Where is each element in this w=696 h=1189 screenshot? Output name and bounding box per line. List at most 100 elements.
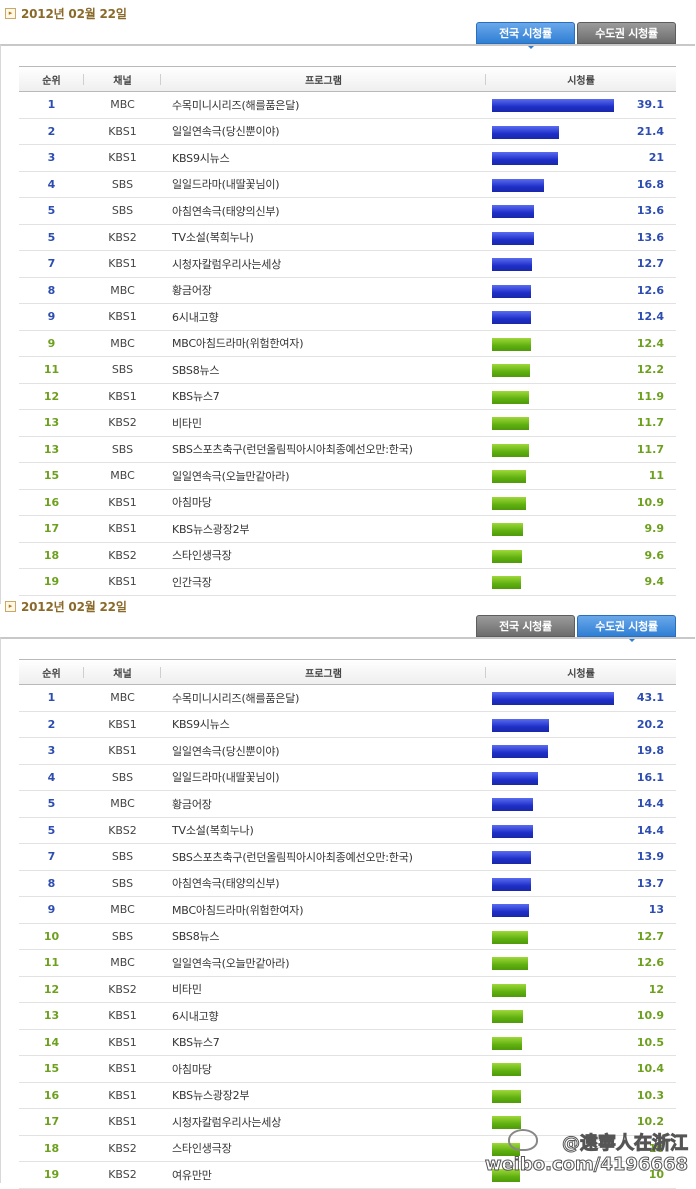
table-row[interactable]: 5 KBS2 TV소설(복희누나) 13.6 [19,224,676,251]
table-row[interactable]: 2 KBS1 일일연속극(당신뿐이야) 21.4 [19,118,676,145]
program-cell[interactable]: 6시내고향 [161,303,486,331]
program-cell[interactable]: 비타민 [161,976,486,1003]
table-row[interactable]: 1 MBC 수목미니시리즈(해를품은달) 43.1 [19,684,676,712]
program-cell[interactable]: MBC아침드라마(위험한여자) [161,896,486,924]
table-row[interactable]: 13 KBS2 비타민 11.7 [19,409,676,437]
program-cell[interactable]: 일일드라마(내딸꽃님이) [161,764,486,791]
program-cell[interactable]: 일일연속극(오늘만같아라) [161,462,486,490]
table-row[interactable]: 5 KBS2 TV소설(복희누나) 14.4 [19,817,676,844]
table-row[interactable]: 10 SBS SBS8뉴스 12.7 [19,923,676,950]
program-cell[interactable]: TV소설(복희누나) [161,817,486,844]
table-row[interactable]: 12 KBS2 비타민 12 [19,976,676,1003]
tab-national-ratings[interactable]: 전국 시청률 [476,615,575,637]
table-row[interactable]: 17 KBS1 KBS뉴스광장2부 9.9 [19,515,676,543]
table-row[interactable]: 1 MBC 수목미니시리즈(해를품은달) 39.1 [19,91,676,119]
table-row[interactable]: 14 KBS1 KBS뉴스7 10.5 [19,1029,676,1056]
rating-cell: 21 [486,144,676,172]
tab-capital-ratings[interactable]: 수도권 시청률 [577,615,676,637]
rating-cell: 12.2 [486,356,676,384]
table-row[interactable]: 8 MBC 황금어장 12.6 [19,277,676,304]
program-cell[interactable]: 인간극장 [161,568,486,596]
tab-capital-ratings[interactable]: 수도권 시청률 [577,22,676,44]
program-cell[interactable]: 시청자칼럼우리사는세상 [161,1108,486,1136]
rank-cell: 4 [19,764,84,791]
table-row[interactable]: 18 KBS2 스타인생극장 9.6 [19,542,676,569]
program-cell[interactable]: SBS스포츠축구(런던올림픽아시아최종예선오만:한국) [161,843,486,871]
program-cell[interactable]: 일일연속극(당신뿐이야) [161,118,486,145]
program-cell[interactable]: 여유만만 [161,1161,486,1189]
program-cell[interactable]: 아침연속극(태양의신부) [161,197,486,225]
program-cell[interactable]: 황금어장 [161,277,486,304]
program-cell[interactable]: 비타민 [161,409,486,437]
channel-cell: MBC [84,896,161,924]
program-cell[interactable]: KBS뉴스7 [161,1029,486,1056]
table-row[interactable]: 3 KBS1 KBS9시뉴스 21 [19,144,676,172]
program-cell[interactable]: 6시내고향 [161,1002,486,1030]
program-cell[interactable]: SBS8뉴스 [161,356,486,384]
table-row[interactable]: 15 MBC 일일연속극(오늘만같아라) 11 [19,462,676,490]
program-cell[interactable]: 황금어장 [161,790,486,818]
table-row[interactable]: 2 KBS1 KBS9시뉴스 20.2 [19,711,676,738]
table-row[interactable]: 7 SBS SBS스포츠축구(런던올림픽아시아최종예선오만:한국) 13.9 [19,843,676,871]
rating-value: 13 [648,903,664,916]
table-row[interactable]: 11 SBS SBS8뉴스 12.2 [19,356,676,384]
program-cell[interactable]: KBS9시뉴스 [161,711,486,738]
program-cell[interactable]: 스타인생극장 [161,542,486,569]
program-cell[interactable]: SBS스포츠축구(런던올림픽아시아최종예선오만:한국) [161,436,486,463]
program-cell[interactable]: KBS9시뉴스 [161,144,486,172]
program-cell[interactable]: 수목미니시리즈(해를품은달) [161,684,486,712]
table-row[interactable]: 13 SBS SBS스포츠축구(런던올림픽아시아최종예선오만:한국) 11.7 [19,436,676,463]
program-cell[interactable]: 스타인생극장 [161,1135,486,1162]
program-cell[interactable]: 시청자칼럼우리사는세상 [161,250,486,278]
rating-cell: 10.9 [486,489,676,516]
program-cell[interactable]: 아침마당 [161,1055,486,1083]
program-cell[interactable]: 일일연속극(오늘만같아라) [161,949,486,977]
program-cell[interactable]: KBS뉴스7 [161,383,486,410]
table-row[interactable]: 9 MBC MBC아침드라마(위험한여자) 12.4 [19,330,676,357]
program-cell[interactable]: KBS뉴스광장2부 [161,515,486,543]
program-cell[interactable]: 일일연속극(당신뿐이야) [161,737,486,765]
rating-value: 11.9 [636,389,664,403]
table-row[interactable]: 12 KBS1 KBS뉴스7 11.9 [19,383,676,410]
channel-cell: MBC [84,684,161,712]
table-row[interactable]: 4 SBS 일일드라마(내딸꽃님이) 16.8 [19,171,676,198]
channel-cell: SBS [84,436,161,463]
table-row[interactable]: 5 MBC 황금어장 14.4 [19,790,676,818]
table-row[interactable]: 3 KBS1 일일연속극(당신뿐이야) 19.8 [19,737,676,765]
active-tab-pointer [627,637,637,642]
program-cell[interactable]: SBS8뉴스 [161,923,486,950]
program-cell[interactable]: MBC아침드라마(위험한여자) [161,330,486,357]
table-row[interactable]: 9 MBC MBC아침드라마(위험한여자) 13 [19,896,676,924]
ratings-tabs: 전국 시청률 수도권 시청률 [474,22,676,44]
table-row[interactable]: 16 KBS1 KBS뉴스광장2부 10.3 [19,1082,676,1109]
weibo-watermark: @遠寧人在浙江 weibo.com/4196668 [484,1127,692,1181]
rating-value: 10.2 [636,1115,664,1128]
program-cell[interactable]: 수목미니시리즈(해를품은달) [161,91,486,119]
program-cell[interactable]: KBS뉴스광장2부 [161,1082,486,1109]
program-cell[interactable]: 일일드라마(내딸꽃님이) [161,171,486,198]
table-row[interactable]: 15 KBS1 아침마당 10.4 [19,1055,676,1083]
table-row[interactable]: 13 KBS1 6시내고향 10.9 [19,1002,676,1030]
program-cell[interactable]: TV소설(복희누나) [161,224,486,251]
tab-national-ratings[interactable]: 전국 시청률 [476,22,575,44]
table-row[interactable]: 8 SBS 아침연속극(태양의신부) 13.7 [19,870,676,897]
rank-cell: 12 [19,383,84,410]
rating-value: 10.4 [636,1062,664,1075]
channel-cell: KBS1 [84,737,161,765]
table-row[interactable]: 19 KBS1 인간극장 9.4 [19,568,676,596]
table-row[interactable]: 16 KBS1 아침마당 10.9 [19,489,676,516]
table-row[interactable]: 4 SBS 일일드라마(내딸꽃님이) 16.1 [19,764,676,791]
ratings-table: 순위 채널 프로그램 시청률 1 MBC 수목미니시리즈(해를품은달) 43.1 2 KB… [19,659,676,1189]
program-cell[interactable]: 아침연속극(태양의신부) [161,870,486,897]
table-row[interactable]: 11 MBC 일일연속극(오늘만같아라) 12.6 [19,949,676,977]
date-label: 2012년 02월 22일 [21,6,127,21]
table-row[interactable]: 5 SBS 아침연속극(태양의신부) 13.6 [19,197,676,225]
rating-cell: 43.1 [486,684,676,712]
table-row[interactable]: 17 KBS1 시청자칼럼우리사는세상 10.2 [19,1108,676,1136]
table-row[interactable]: 9 KBS1 6시내고향 12.4 [19,303,676,331]
program-cell[interactable]: 아침마당 [161,489,486,516]
table-row[interactable]: 7 KBS1 시청자칼럼우리사는세상 12.7 [19,250,676,278]
rating-value: 12 [648,982,664,996]
rating-cell: 13.7 [486,870,676,897]
rating-cell: 20.2 [486,711,676,738]
